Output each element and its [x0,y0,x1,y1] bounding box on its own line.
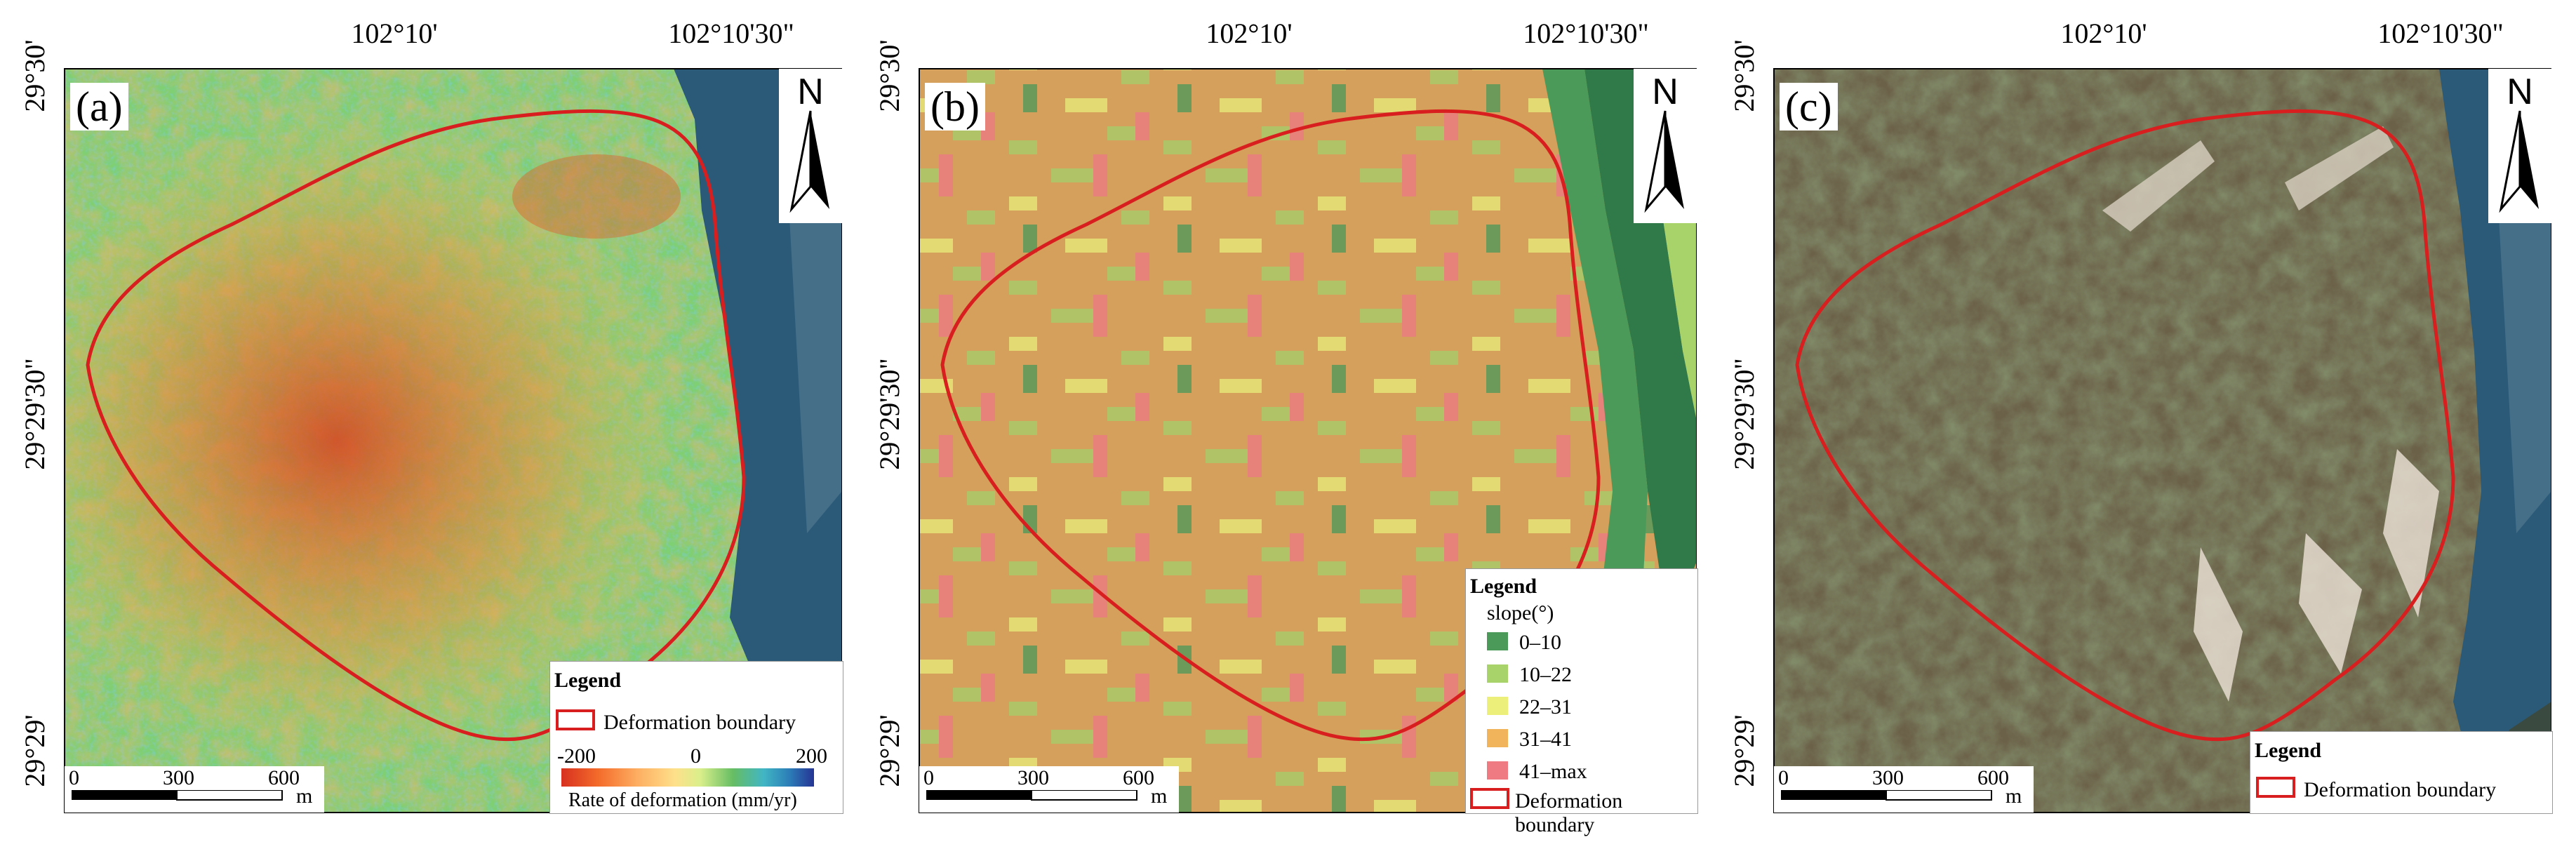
legend-class-label: 22–31 [1519,695,1572,719]
legend-c: Legend Deformation boundary [2250,731,2553,814]
scale-tick-600: 600 [1977,766,2009,789]
legend-swatch [1487,664,1508,683]
legend-item-boundary: Deformation boundary [603,711,796,734]
x-tick-1: 102°10' [1206,18,1293,49]
panel-a: 102°10' 102°10'30" 29°30' 29°29'30" 29°2… [0,0,843,842]
colorbar-tick-max: 200 [796,744,827,768]
colorbar-tick-min: -200 [557,744,596,768]
scale-bar-a: 0 300 600 m [65,766,324,813]
panel-label-b: (b) [925,83,985,131]
legend-boundary-swatch [2256,777,2295,798]
scale-tick-300: 300 [1017,766,1049,789]
legend-swatch [1487,697,1508,715]
north-arrow-c: N [2488,69,2551,223]
legend-a: Legend Deformation boundary -200 0 200 R… [549,661,843,814]
scale-tick-0: 0 [923,766,934,789]
legend-class-label: 0–10 [1519,631,1561,654]
scale-bar-c: 0 300 600 m [1774,766,2034,813]
north-label: N [797,72,824,112]
scale-tick-300: 300 [1872,766,1904,789]
colorbar-tick-mid: 0 [690,744,701,768]
legend-swatch [1487,761,1508,780]
legend-boundary-swatch [556,709,595,730]
panel-label-a: (a) [70,83,128,131]
scale-tick-0: 0 [1778,766,1789,789]
colorbar [561,768,814,787]
scale-tick-600: 600 [1123,766,1154,789]
north-arrow-a: N [779,69,842,223]
north-label: N [2507,72,2533,112]
deformation-boundary [1795,109,2455,742]
north-arrow-b: N [1634,69,1697,223]
scale-unit: m [2006,784,2022,808]
legend-class-label: 31–41 [1519,728,1572,751]
legend-swatch [1487,632,1508,650]
x-tick-2: 102°10'30" [2377,18,2504,49]
panel-b: 102°10' 102°10'30" 29°30' 29°29'30" 29°2… [855,0,1698,842]
scale-unit: m [296,784,313,808]
scale-bar-b: 0 300 600 m [919,766,1179,813]
panel-c: 102°10' 102°10'30" 29°30' 29°29'30" 29°2… [1709,0,2553,842]
legend-item-boundary: Deformation boundary [1515,789,1623,836]
scale-unit: m [1151,784,1168,808]
north-label: N [1652,72,1679,112]
legend-title: Legend [2255,739,2322,762]
legend-b: Legend slope(°) 0–10 10–22 22–31 31–41 4… [1465,568,1698,836]
x-tick-2: 102°10'30" [1523,18,1649,49]
scale-tick-300: 300 [163,766,194,789]
deformation-boundary [940,109,1601,742]
map-frame-c [1773,68,2551,813]
legend-class-label: 10–22 [1519,663,1572,686]
x-tick-1: 102°10' [2060,18,2147,49]
panel-label-c: (c) [1780,83,1838,131]
scale-tick-0: 0 [69,766,79,789]
legend-boundary-swatch [1470,788,1509,809]
legend-title: Legend [554,669,622,692]
legend-swatch [1487,729,1508,747]
x-tick-2: 102°10'30" [668,18,794,49]
legend-subtitle: slope(°) [1487,601,1554,624]
legend-class-label: 41–max [1519,760,1587,783]
legend-title: Legend [1470,575,1537,598]
colorbar-label: Rate of deformation (mm/yr) [568,789,797,811]
x-tick-1: 102°10' [351,18,438,49]
legend-item-boundary: Deformation boundary [2304,778,2497,801]
deformation-boundary [86,109,746,742]
scale-tick-600: 600 [268,766,300,789]
